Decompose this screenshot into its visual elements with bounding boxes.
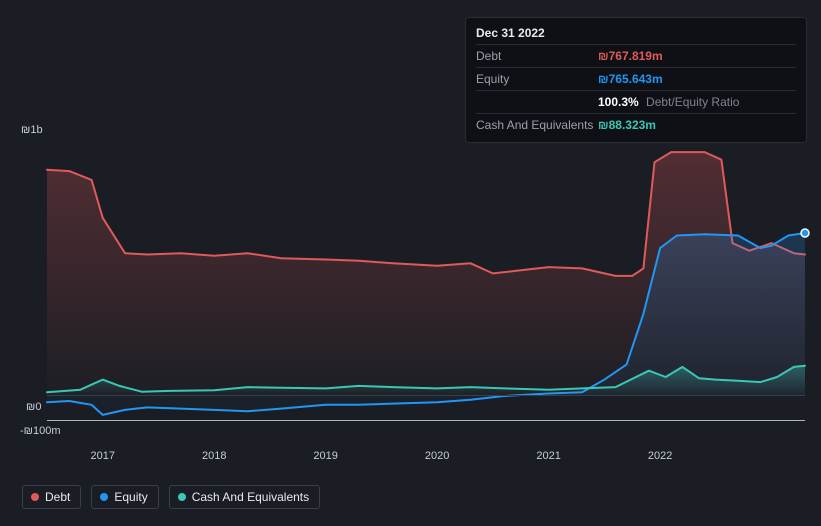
chart-svg (47, 142, 805, 420)
tooltip-row-label (476, 93, 598, 111)
tooltip-row-value: 100.3% Debt/Equity Ratio (598, 93, 739, 111)
x-axis-zero-line (47, 395, 805, 396)
x-axis-bottom-line (47, 420, 805, 421)
legend-label: Cash And Equivalents (192, 490, 309, 504)
legend-label: Debt (45, 490, 70, 504)
legend-item-cash-and-equivalents[interactable]: Cash And Equivalents (169, 485, 320, 509)
tooltip-row: Equity₪765.643m (476, 67, 796, 90)
x-axis-label: 2017 (90, 450, 114, 462)
tooltip-row-value: ₪765.643m (598, 70, 663, 88)
tooltip-row: 100.3% Debt/Equity Ratio (476, 90, 796, 113)
y-axis-label: ₪1b (21, 124, 43, 136)
x-axis-label: 2020 (425, 450, 449, 462)
x-axis-label: 2021 (536, 450, 560, 462)
legend-swatch (100, 493, 108, 501)
tooltip-row-value: ₪88.323m (598, 116, 656, 134)
tooltip-row: Debt₪767.819m (476, 44, 796, 67)
cursor-marker (801, 229, 809, 237)
x-axis-label: 2022 (648, 450, 672, 462)
x-axis-label: 2019 (313, 450, 337, 462)
x-axis-label: 2018 (202, 450, 226, 462)
chart-area (47, 142, 805, 420)
y-axis-label: ₪0 (26, 401, 41, 413)
tooltip-row-label: Cash And Equivalents (476, 116, 598, 134)
legend-item-equity[interactable]: Equity (91, 485, 158, 509)
hover-tooltip: Dec 31 2022 Debt₪767.819mEquity₪765.643m… (465, 17, 807, 143)
tooltip-row-label: Equity (476, 70, 598, 88)
legend-swatch (31, 493, 39, 501)
tooltip-row-value: ₪767.819m (598, 47, 663, 65)
tooltip-row-secondary: Debt/Equity Ratio (643, 95, 740, 109)
y-axis-label: -₪100m (20, 425, 61, 437)
legend-swatch (178, 493, 186, 501)
tooltip-row-label: Debt (476, 47, 598, 65)
legend: Debt Equity Cash And Equivalents (22, 485, 320, 509)
legend-item-debt[interactable]: Debt (22, 485, 81, 509)
legend-label: Equity (114, 490, 147, 504)
tooltip-date: Dec 31 2022 (476, 24, 796, 42)
tooltip-row: Cash And Equivalents₪88.323m (476, 113, 796, 136)
